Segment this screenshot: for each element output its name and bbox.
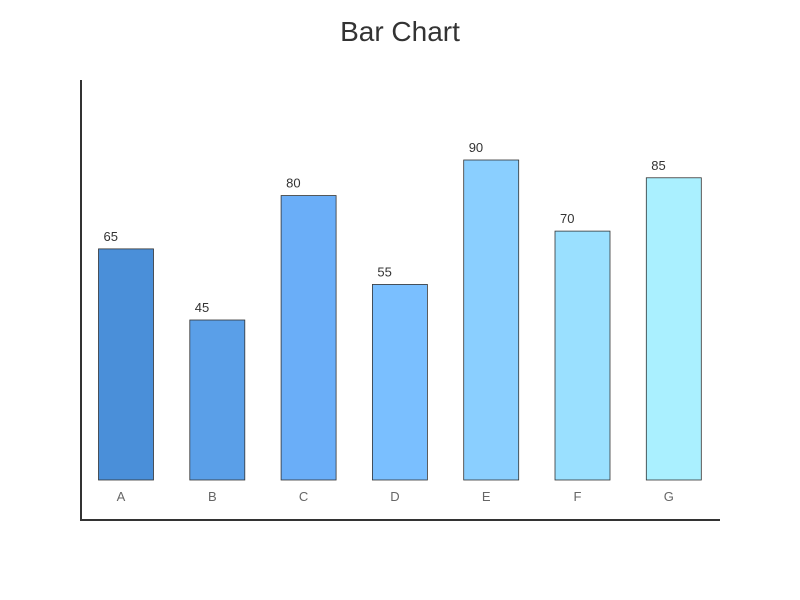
- x-tick-label-A: A: [117, 489, 126, 504]
- value-label-D: 55: [377, 264, 391, 279]
- bars-layer: [98, 159, 702, 481]
- bar-E: [463, 159, 520, 481]
- x-tick-labels-layer: A B C D E F G: [117, 489, 674, 504]
- x-tick-label-C: C: [299, 489, 308, 504]
- value-label-A: 65: [104, 229, 118, 244]
- bar-D: [371, 284, 428, 481]
- bar-A: [98, 248, 154, 481]
- value-labels-layer: 65 45 80 55 90 70 85: [104, 140, 666, 315]
- value-label-B: 45: [195, 300, 209, 315]
- x-tick-label-E: E: [482, 489, 491, 504]
- value-label-F: 70: [560, 211, 574, 226]
- value-label-G: 85: [651, 158, 665, 173]
- bar-C: [280, 195, 337, 481]
- value-label-E: 90: [469, 140, 483, 155]
- bar-F: [554, 230, 611, 481]
- x-tick-label-B: B: [208, 489, 217, 504]
- bar-B: [189, 319, 246, 481]
- x-tick-label-F: F: [574, 489, 582, 504]
- x-tick-label-D: D: [390, 489, 399, 504]
- value-label-C: 80: [286, 176, 300, 191]
- x-tick-label-G: G: [664, 489, 674, 504]
- chart-title: Bar Chart: [340, 16, 460, 47]
- bar-G: [645, 177, 702, 481]
